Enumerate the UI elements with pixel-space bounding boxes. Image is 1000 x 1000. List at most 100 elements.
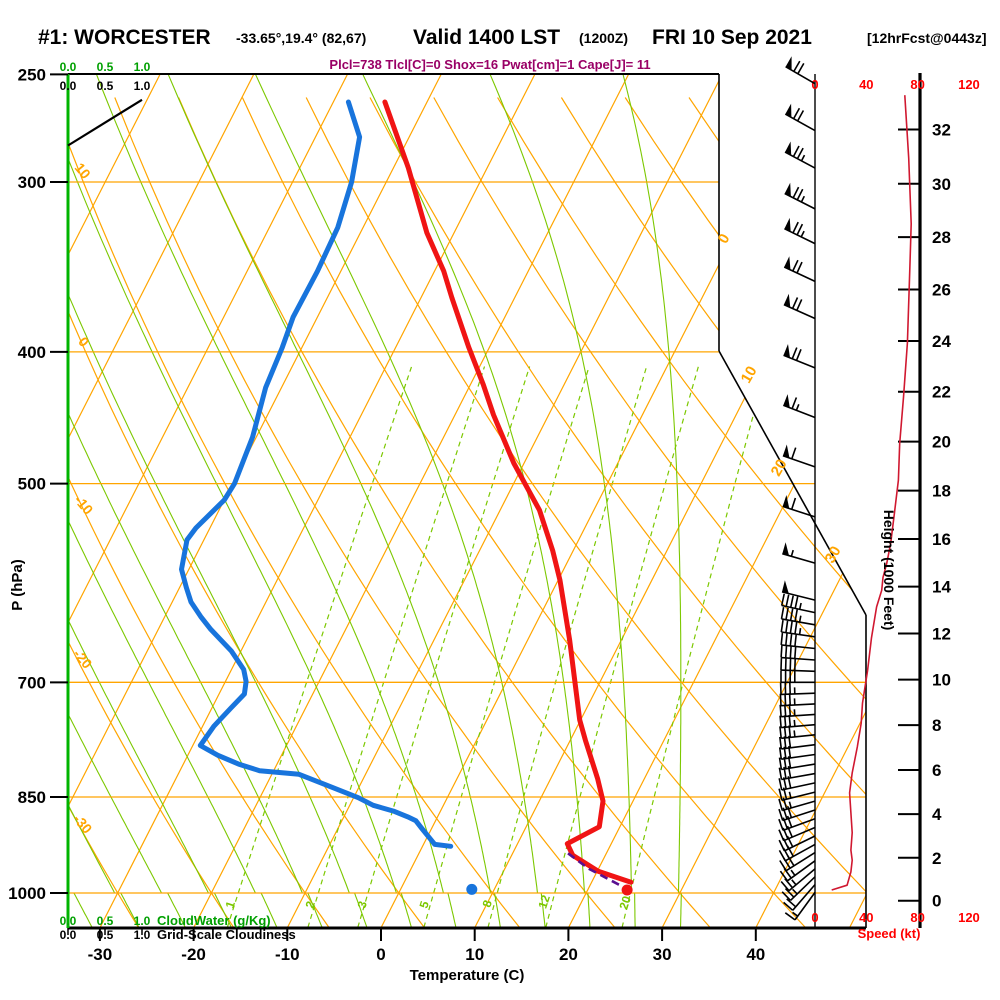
barb-flag <box>785 56 792 71</box>
skewt-grid <box>68 74 866 928</box>
barb-stroke <box>791 447 797 460</box>
barb-stroke <box>783 746 787 759</box>
barb-stroke <box>781 891 792 901</box>
barb-stroke <box>794 634 797 647</box>
barb-stroke <box>788 801 792 809</box>
plot-border-cut-diagonal <box>718 350 867 616</box>
barb-stroke <box>784 888 795 898</box>
wind-barb <box>779 714 816 729</box>
barb-stroke <box>786 806 793 818</box>
wind-barb <box>784 141 816 169</box>
barb-stroke <box>790 497 797 510</box>
barb-stroke <box>781 753 816 760</box>
barb-stroke <box>783 404 816 419</box>
mixing-ratio-label: 3 <box>355 899 370 910</box>
barb-stroke <box>788 693 791 706</box>
wind-barb <box>784 103 816 132</box>
speed-axis-label: Speed (kt) <box>858 926 921 941</box>
barb-stroke <box>792 259 799 272</box>
barb-stroke <box>789 595 794 608</box>
barb-stroke <box>784 704 787 717</box>
wind-barb <box>780 619 816 638</box>
height-tick-label: 24 <box>932 332 951 351</box>
barb-stroke <box>794 621 798 635</box>
moist-adiabat-line <box>167 74 501 928</box>
barb-stroke <box>781 734 816 740</box>
barb-stroke <box>785 633 788 646</box>
title-station: #1: WORCESTER <box>38 26 211 49</box>
height-tick-label: 32 <box>932 121 951 140</box>
isotherm-line <box>68 74 161 928</box>
isotherm-line <box>68 74 255 928</box>
cloudiness-label: Grid-Scale Cloudiness <box>157 927 296 942</box>
mixing-ratio-label: 20 <box>616 894 634 911</box>
mixing-ratio-line <box>487 366 648 928</box>
barb-stroke <box>800 195 806 203</box>
speed-tick-label-top: 120 <box>958 77 980 92</box>
dry-adiabat-line <box>68 97 520 928</box>
barb-stroke <box>780 692 816 696</box>
wind-barb <box>780 645 816 661</box>
dry-adiabat-line <box>624 97 866 928</box>
pressure-tick-label: 300 <box>18 173 46 192</box>
title-fcst: [12hrFcst@0443z] <box>867 30 986 46</box>
cloudwater-scale-bottom: 1.0 <box>134 914 151 928</box>
wind-barb <box>778 765 816 781</box>
moist-adiabat-line <box>68 74 186 928</box>
barb-stroke <box>796 261 803 274</box>
barb-stroke <box>786 855 795 867</box>
wind-barb <box>779 704 816 718</box>
barb-stroke <box>792 888 798 895</box>
barb-stroke <box>784 151 816 169</box>
barb-stroke <box>783 867 792 879</box>
temperature-curve <box>382 99 634 885</box>
wind-barb <box>779 725 816 740</box>
barb-stroke <box>789 621 793 634</box>
moist-adiabat-line <box>68 74 368 928</box>
height-tick-label: 28 <box>932 228 951 247</box>
moist-adiabat-line <box>68 74 323 928</box>
temp-tick-label: 10 <box>465 945 484 964</box>
isotherm-line <box>99 74 536 928</box>
height-tick-label: 12 <box>932 624 951 643</box>
captions: #1: WORCESTER -33.65°,19.4° (82,67) Vali… <box>9 26 986 984</box>
cloudiness-scale-top: 1.0 <box>134 79 151 93</box>
barb-stroke <box>788 735 792 748</box>
dewpoint-curve <box>179 99 454 849</box>
barb-stroke <box>780 880 790 892</box>
barb-flag <box>782 444 790 459</box>
title-valid-z: (1200Z) <box>579 30 628 46</box>
barb-stroke <box>779 726 782 739</box>
barb-flag <box>783 394 790 408</box>
dry-adiabat-label: 10 <box>72 160 94 182</box>
barb-stroke <box>783 756 787 769</box>
moist-adiabat-line <box>68 74 140 928</box>
wind-barb <box>778 787 816 802</box>
barb-stroke <box>778 788 783 801</box>
wind-barb <box>778 745 816 760</box>
barb-stroke <box>781 763 816 771</box>
barb-flag <box>783 293 791 308</box>
barb-flag <box>784 182 791 197</box>
barb-stroke <box>798 615 802 623</box>
surface-dewpoint-dot <box>466 883 478 895</box>
barb-stroke <box>789 876 816 901</box>
barb-stroke <box>786 845 795 857</box>
barb-stroke <box>782 787 788 800</box>
moist-adiabat-line <box>68 74 412 928</box>
surface-temp-dot <box>621 884 633 896</box>
wind-barb <box>784 891 816 921</box>
mixing-ratio-label: 2 <box>303 899 318 910</box>
barb-stroke <box>785 620 789 633</box>
cloudiness-scale-bottom: 0.0 <box>60 928 77 942</box>
barb-stroke <box>795 348 802 361</box>
cloudiness-scale-bottom: 0.5 <box>97 928 114 942</box>
height-tick-label: 6 <box>932 761 941 780</box>
barb-stroke <box>786 815 793 828</box>
height-tick-label: 14 <box>932 578 951 597</box>
dry-adiabat-line <box>68 97 425 928</box>
title-coords: -33.65°,19.4° (82,67) <box>236 30 366 46</box>
barb-stroke <box>791 879 797 886</box>
dry-adiabat-line <box>241 97 806 928</box>
